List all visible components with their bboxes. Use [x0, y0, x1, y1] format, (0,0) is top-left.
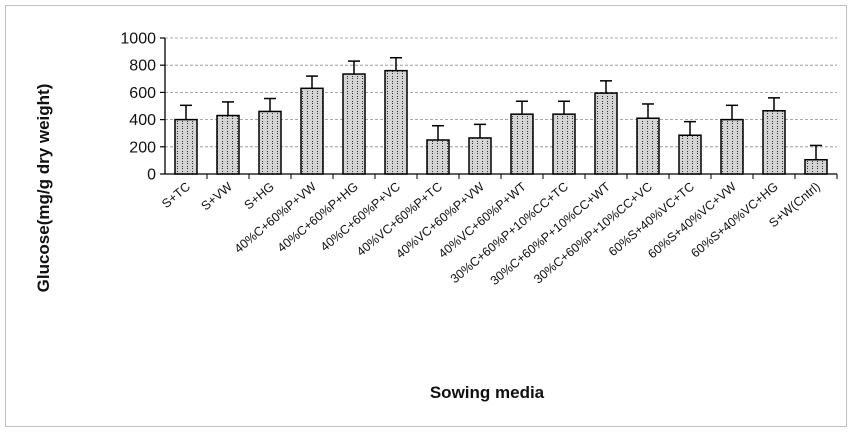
bar	[468, 137, 492, 175]
bar	[720, 118, 744, 175]
bar	[762, 110, 786, 175]
bar	[174, 118, 198, 175]
y-tick-label: 400	[129, 112, 156, 129]
y-tick-label: 0	[147, 167, 156, 184]
bar	[552, 113, 576, 175]
bars	[174, 69, 828, 175]
bar	[678, 134, 702, 175]
chart-frame	[5, 5, 847, 427]
bar	[426, 139, 450, 175]
y-tick-labels: 0 200 400 600 800 1000	[120, 31, 156, 184]
error-bars	[180, 56, 822, 160]
bar	[384, 69, 408, 175]
y-tick-label: 200	[129, 139, 156, 156]
bar	[594, 92, 618, 175]
x-tick-labels: S+TC S+VW S+HG40%C+60%P+VW40%C+60%P+HG40%C…	[159, 179, 823, 288]
bar	[804, 158, 828, 175]
y-tick-label: 600	[129, 85, 156, 102]
x-tick-label: S+VW	[199, 179, 236, 213]
bar	[636, 117, 660, 175]
y-tick-label: 800	[129, 58, 156, 75]
bar	[216, 114, 240, 175]
x-tick-label: S+HG	[242, 180, 277, 213]
bar	[258, 110, 282, 175]
bar	[300, 87, 324, 175]
y-tick-label: 1000	[120, 31, 156, 48]
bar	[342, 73, 366, 175]
x-tick-label: S+TC	[159, 180, 193, 211]
bar	[510, 113, 534, 175]
x-axis-title: Sowing media	[430, 383, 545, 402]
y-axis-title: Glucose(mg/g dry weight)	[34, 84, 53, 293]
